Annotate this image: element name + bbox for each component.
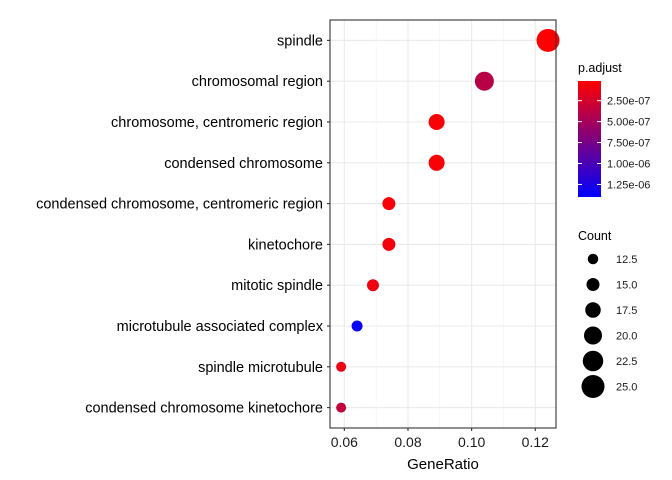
- category-label: chromosomal region: [192, 74, 323, 90]
- data-point: [536, 28, 560, 52]
- category-labels: spindle chromosomal region chromosome, cen…: [36, 33, 330, 417]
- category-label: microtubule associated complex: [117, 319, 324, 335]
- color-legend-title: p.adjust: [578, 61, 622, 75]
- data-point: [351, 320, 363, 332]
- size-legend-label: 12.5: [616, 254, 637, 266]
- data-point: [474, 71, 494, 91]
- panel-background: [330, 20, 556, 428]
- category-label: chromosome, centromeric region: [111, 115, 323, 131]
- data-point: [428, 114, 445, 130]
- color-tick-label: 5.00e-07: [607, 117, 650, 129]
- minor-gridlines: [375, 20, 504, 428]
- size-legend-label: 22.5: [616, 356, 637, 368]
- size-legend-label: 20.0: [616, 331, 637, 343]
- x-tick-label: 0.06: [331, 434, 358, 450]
- category-label: condensed chromosome kinetochore: [85, 401, 323, 417]
- category-label: mitotic spindle: [231, 278, 323, 294]
- color-tick-label: 1.25e-06: [607, 179, 650, 191]
- size-legend-keys: 12.5 15.0 17.5 20.0 22.5 25.0: [581, 253, 637, 398]
- category-label: spindle: [277, 33, 323, 49]
- data-point: [428, 154, 445, 171]
- x-axis-title: GeneRatio: [407, 456, 479, 473]
- panel-border: [329, 19, 557, 429]
- size-legend-dot: [587, 253, 599, 265]
- color-legend: p.adjust 2.50e-07 5.00e-07 7.50e-07 1.00e-0…: [578, 61, 650, 197]
- size-legend-label: 25.0: [616, 382, 637, 394]
- size-legend-dot: [586, 278, 600, 291]
- color-bar: [578, 81, 601, 197]
- data-point: [336, 402, 347, 413]
- color-tick-label: 7.50e-07: [607, 138, 650, 150]
- category-label: spindle microtubule: [198, 360, 323, 376]
- category-label: kinetochore: [248, 237, 323, 253]
- x-tick-label: 0.12: [522, 434, 549, 450]
- size-legend-label: 17.5: [616, 305, 637, 317]
- color-bar-ticks: 2.50e-07 5.00e-07 7.50e-07 1.00e-06 1.25e-06: [578, 96, 650, 191]
- category-label: condensed chromosome: [164, 156, 323, 172]
- size-legend-dot: [582, 350, 604, 372]
- category-label: condensed chromosome, centromeric region: [36, 197, 323, 213]
- x-axis-ticks: 0.06 0.08 0.10 0.12: [331, 428, 549, 450]
- size-legend: Count 12.5 15.0 17.5 20.0 22.5 25.0: [578, 229, 637, 398]
- size-legend-dot: [584, 326, 602, 345]
- size-legend-title: Count: [578, 229, 612, 243]
- data-points: [336, 28, 560, 413]
- color-tick-label: 2.50e-07: [607, 96, 650, 108]
- size-legend-dot: [581, 375, 605, 398]
- color-tick-label: 1.00e-06: [607, 158, 650, 170]
- x-tick-label: 0.10: [458, 434, 485, 450]
- data-point: [382, 197, 396, 211]
- size-legend-dot: [585, 302, 601, 318]
- size-legend-label: 15.0: [616, 280, 637, 292]
- data-point: [382, 237, 396, 251]
- data-point: [366, 279, 379, 292]
- x-tick-label: 0.08: [394, 434, 421, 450]
- data-point: [336, 361, 347, 372]
